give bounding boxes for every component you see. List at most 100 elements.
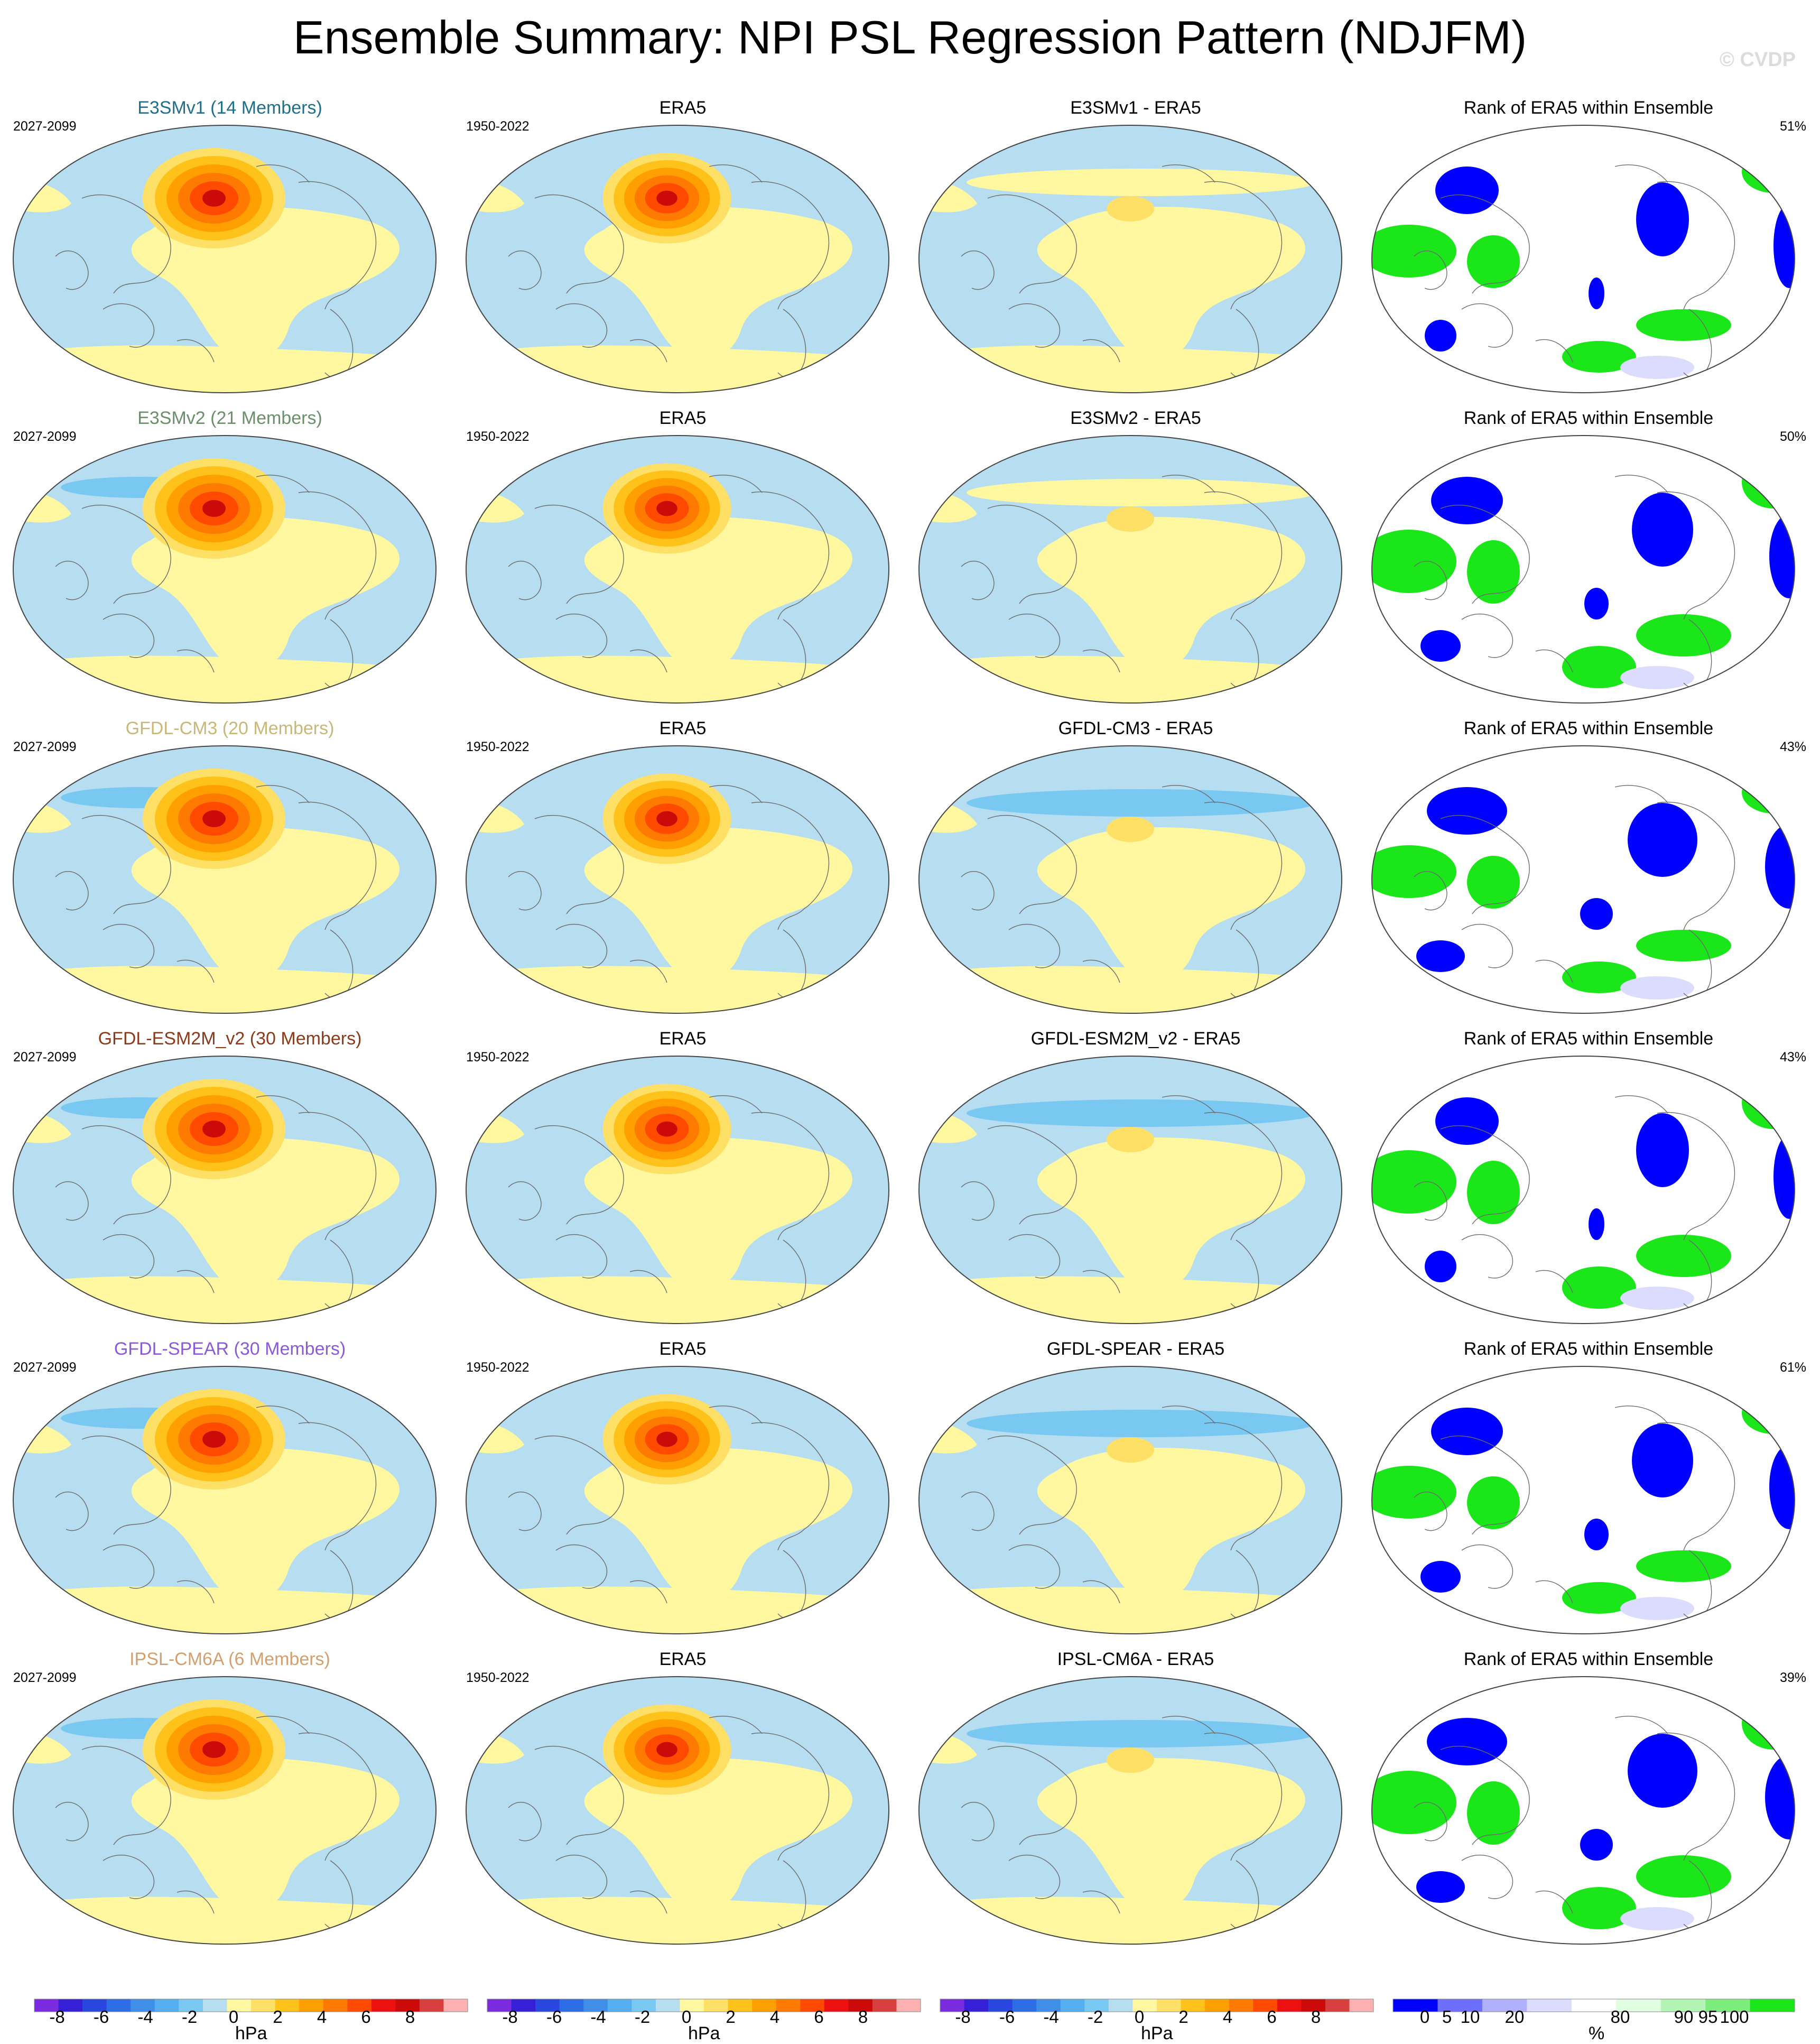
npi-high-center: [656, 190, 677, 206]
rank-low-region: [1416, 1871, 1465, 1903]
coastline: [534, 504, 624, 604]
coastline: [709, 1405, 763, 1424]
colorbar-swatch: [487, 1999, 512, 2012]
map-panel-obs-5: ERA5 1950-2022: [456, 1339, 910, 1640]
map-border: [918, 1676, 1343, 1945]
colorbar-swatch: [299, 1999, 324, 2012]
rank-low-region: [1628, 803, 1697, 877]
map-svg: [12, 1365, 437, 1635]
map-panel-rank-3: Rank of ERA5 within Ensemble 43%: [1361, 718, 1816, 1020]
colorbar-swatch: [607, 1999, 632, 2012]
rank-high-region: [1742, 151, 1795, 193]
coastline: [508, 561, 542, 600]
colorbar-tick-label: -6: [546, 2007, 562, 2024]
coastline: [961, 1802, 995, 1842]
rank-low-region: [1769, 1445, 1795, 1529]
colorbar-swatch: [940, 1999, 965, 2012]
colorbar-swatch: [323, 1999, 348, 2012]
npi-high-center: [656, 811, 677, 827]
coastline: [987, 194, 1077, 294]
coastline: [55, 1492, 89, 1531]
rank-low-region: [1580, 1829, 1613, 1861]
map-svg: [1371, 1055, 1796, 1325]
coastline: [1082, 1270, 1120, 1293]
positive-region: [1107, 1747, 1154, 1773]
rank-high-region: [1636, 614, 1731, 656]
colorbar-tick-label: 2: [1178, 2007, 1188, 2024]
coastline: [1614, 1405, 1668, 1424]
colorbar-tick-label: 10: [1461, 2007, 1480, 2024]
map-border: [1371, 434, 1796, 704]
map-svg: [12, 1676, 437, 1945]
colorbar-swatch: [1705, 1999, 1751, 2012]
map-panel-rank-6: Rank of ERA5 within Ensemble 39%: [1361, 1649, 1816, 1950]
coastline: [629, 1270, 667, 1293]
map-border: [1371, 1365, 1796, 1635]
colorbar-observed: -8 -6 -4 -2 0 2 4 6 8 hPa: [482, 1998, 926, 2043]
colorbar-tick-label: 8: [405, 2007, 415, 2024]
colorbar-swatch: [106, 1999, 131, 2012]
coastline: [709, 1095, 763, 1114]
coastline: [1204, 491, 1283, 620]
map-border: [465, 745, 890, 1014]
map-svg: [918, 434, 1343, 704]
colorbar-swatch: [776, 1999, 801, 2012]
coastline: [1657, 801, 1735, 930]
map-border: [12, 1055, 437, 1325]
npi-high-center: [202, 1741, 226, 1758]
positive-region: [1107, 506, 1154, 532]
coastline: [961, 561, 995, 600]
rank-percent: 43%: [1779, 739, 1806, 754]
panel-title: GFDL-CM3 - ERA5: [1058, 718, 1213, 738]
map-border: [918, 1365, 1343, 1635]
panel-years: 1950-2022: [466, 119, 530, 134]
panel-years: 2027-2099: [13, 119, 77, 134]
coastline: [1535, 959, 1573, 983]
rank-low-region: [1435, 1097, 1499, 1145]
map-panel-model-3: GFDL-CM3 (20 Members) 2027-2099: [3, 718, 457, 1020]
coastline: [256, 475, 310, 493]
colorbar-swatch: [227, 1999, 252, 2012]
page-title: Ensemble Summary: NPI PSL Regression Pat…: [293, 11, 1527, 63]
coastline: [555, 1544, 607, 1589]
map-border: [12, 745, 437, 1014]
negative-region: [967, 1099, 1315, 1127]
rank-high-region: [1372, 1771, 1456, 1834]
panel-title: ERA5: [659, 408, 707, 428]
coastline: [1657, 491, 1735, 620]
coastline: [1461, 1544, 1513, 1589]
panel-title: IPSL-CM6A (6 Members): [129, 1649, 330, 1669]
coastline: [1440, 194, 1530, 294]
map-panel-model-5: GFDL-SPEAR (30 Members) 2027-2099: [3, 1339, 457, 1640]
coastline: [1162, 164, 1215, 183]
rank-low-region: [1632, 493, 1693, 567]
map-border: [465, 1365, 890, 1635]
map-border: [465, 434, 890, 704]
coastline: [1162, 1716, 1215, 1734]
coastline: [1440, 504, 1530, 604]
rank-high-region: [1742, 1697, 1795, 1750]
map-border: [12, 1676, 437, 1945]
positive-region: [1107, 1127, 1154, 1152]
coastline: [709, 1716, 763, 1734]
npi-high-center: [202, 1121, 226, 1137]
coastline: [81, 1745, 171, 1845]
map-panel-obs-1: ERA5 1950-2022: [456, 98, 910, 399]
colorbar-tick-label: 20: [1505, 2007, 1525, 2024]
colorbar-tick-label: 6: [814, 2007, 823, 2024]
rank-low-region: [1431, 1408, 1503, 1455]
positive-region: [584, 1137, 852, 1291]
coastline: [256, 164, 310, 183]
positive-region: [1107, 817, 1154, 842]
negative-region: [967, 789, 1315, 817]
panel-title: Rank of ERA5 within Ensemble: [1463, 718, 1714, 738]
map-svg: [465, 124, 890, 394]
coastline: [55, 561, 89, 600]
negative-region: [967, 1720, 1315, 1747]
npi-high-center: [656, 1431, 677, 1447]
colorbar-swatch: [395, 1999, 420, 2012]
coastline: [534, 194, 624, 294]
coastline: [1082, 339, 1120, 363]
colorbar-swatch: [1349, 1999, 1374, 2012]
colorbar-tick-label: -8: [502, 2007, 517, 2024]
